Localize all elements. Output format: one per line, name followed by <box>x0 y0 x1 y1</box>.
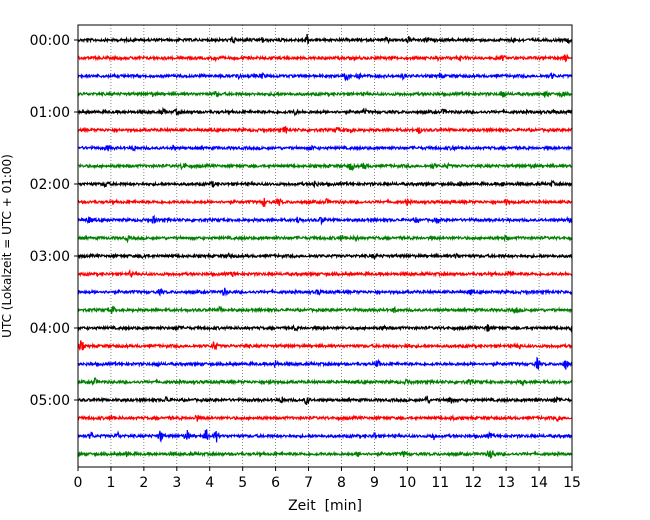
x-tick-label: 0 <box>74 475 83 491</box>
y-tick-label: 05:00 <box>30 393 70 409</box>
trace-0145 <box>77 162 573 172</box>
trace-0000 <box>77 33 573 45</box>
y-tick-label: 01:00 <box>30 105 70 121</box>
x-axis-label: Zeit [min] <box>288 498 362 514</box>
x-tick-label: 14 <box>530 475 548 491</box>
x-axis-ticks: 0 1 2 3 4 5 6 7 8 9 10 11 12 13 14 15 <box>74 467 581 491</box>
x-tick-label: 5 <box>238 475 247 491</box>
x-tick-label: 2 <box>139 475 148 491</box>
trace-0415 <box>77 340 573 351</box>
trace-0045 <box>77 90 572 98</box>
x-tick-label: 7 <box>304 475 313 491</box>
trace-0430 <box>77 356 573 371</box>
y-tick-label: 02:00 <box>30 177 70 193</box>
y-tick-label: 00:00 <box>30 33 70 49</box>
x-tick-label: 3 <box>172 475 181 491</box>
x-tick-label: 8 <box>337 475 346 491</box>
trace-0100 <box>77 106 573 117</box>
x-tick-label: 15 <box>563 475 581 491</box>
x-tick-label: 11 <box>431 475 449 491</box>
trace-0545 <box>77 449 573 459</box>
trace-0130 <box>77 144 572 152</box>
y-tick-label: 03:00 <box>30 249 70 265</box>
trace-0200 <box>77 179 573 189</box>
trace-0230 <box>77 214 573 226</box>
trace-0315 <box>77 268 573 278</box>
trace-0030 <box>77 71 573 82</box>
y-axis-label: UTC (Lokalzeit = UTC + 01:00) <box>0 154 14 338</box>
trace-0400 <box>77 323 573 334</box>
trace-0445 <box>77 377 573 386</box>
trace-0515 <box>77 414 572 422</box>
x-tick-label: 6 <box>271 475 280 491</box>
trace-0345 <box>77 305 573 314</box>
trace-0500 <box>77 395 573 405</box>
plot-frame <box>77 24 573 468</box>
x-tick-label: 10 <box>398 475 416 491</box>
trace-0330 <box>77 287 573 297</box>
trace-0245 <box>77 234 573 244</box>
trace-group <box>77 33 573 459</box>
x-tick-label: 1 <box>106 475 115 491</box>
trace-0215 <box>77 197 572 207</box>
trace-0530 <box>77 429 573 444</box>
x-tick-label: 4 <box>205 475 214 491</box>
x-tick-label: 9 <box>370 475 379 491</box>
y-axis-ticks: 00:00 01:00 02:00 03:00 04:00 05:00 <box>30 33 78 409</box>
x-tick-label: 12 <box>464 475 482 491</box>
trace-0115 <box>77 126 572 134</box>
x-tick-label: 13 <box>497 475 515 491</box>
y-tick-label: 04:00 <box>30 321 70 337</box>
trace-0015 <box>77 53 572 63</box>
trace-0300 <box>77 252 573 260</box>
